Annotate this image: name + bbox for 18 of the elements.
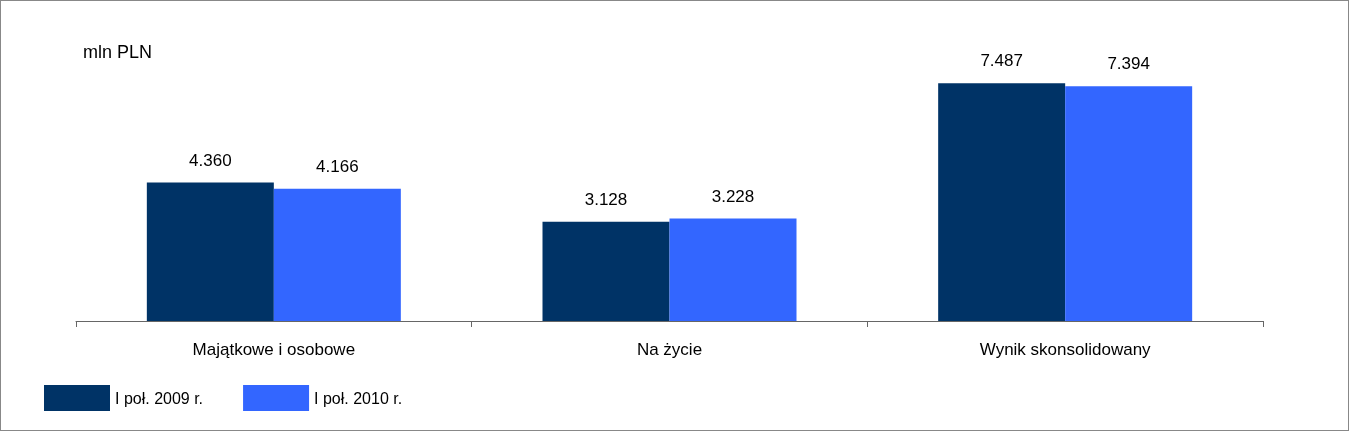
x-tick-label: Wynik skonsolidowany [979,340,1152,359]
bar [273,188,401,321]
y-axis-title: mln PLN [83,42,153,62]
legend-label: I poł. 2010 r. [314,389,403,407]
x-tick-label: Na życie [636,340,703,359]
bar [1065,86,1193,321]
data-label: 7.487 [980,51,1023,71]
x-tick-label: Majątkowe i osobowe [192,340,356,359]
data-label: 7.394 [1107,54,1150,74]
data-label: 3.128 [584,189,628,209]
legend-label: I poł. 2009 r. [115,389,204,407]
bar [669,218,797,321]
bar [938,83,1066,321]
bar [146,182,274,321]
data-label: 4.360 [189,150,232,170]
data-label: 4.166 [316,156,359,176]
data-label: 3.228 [711,186,755,206]
bar [542,221,670,321]
